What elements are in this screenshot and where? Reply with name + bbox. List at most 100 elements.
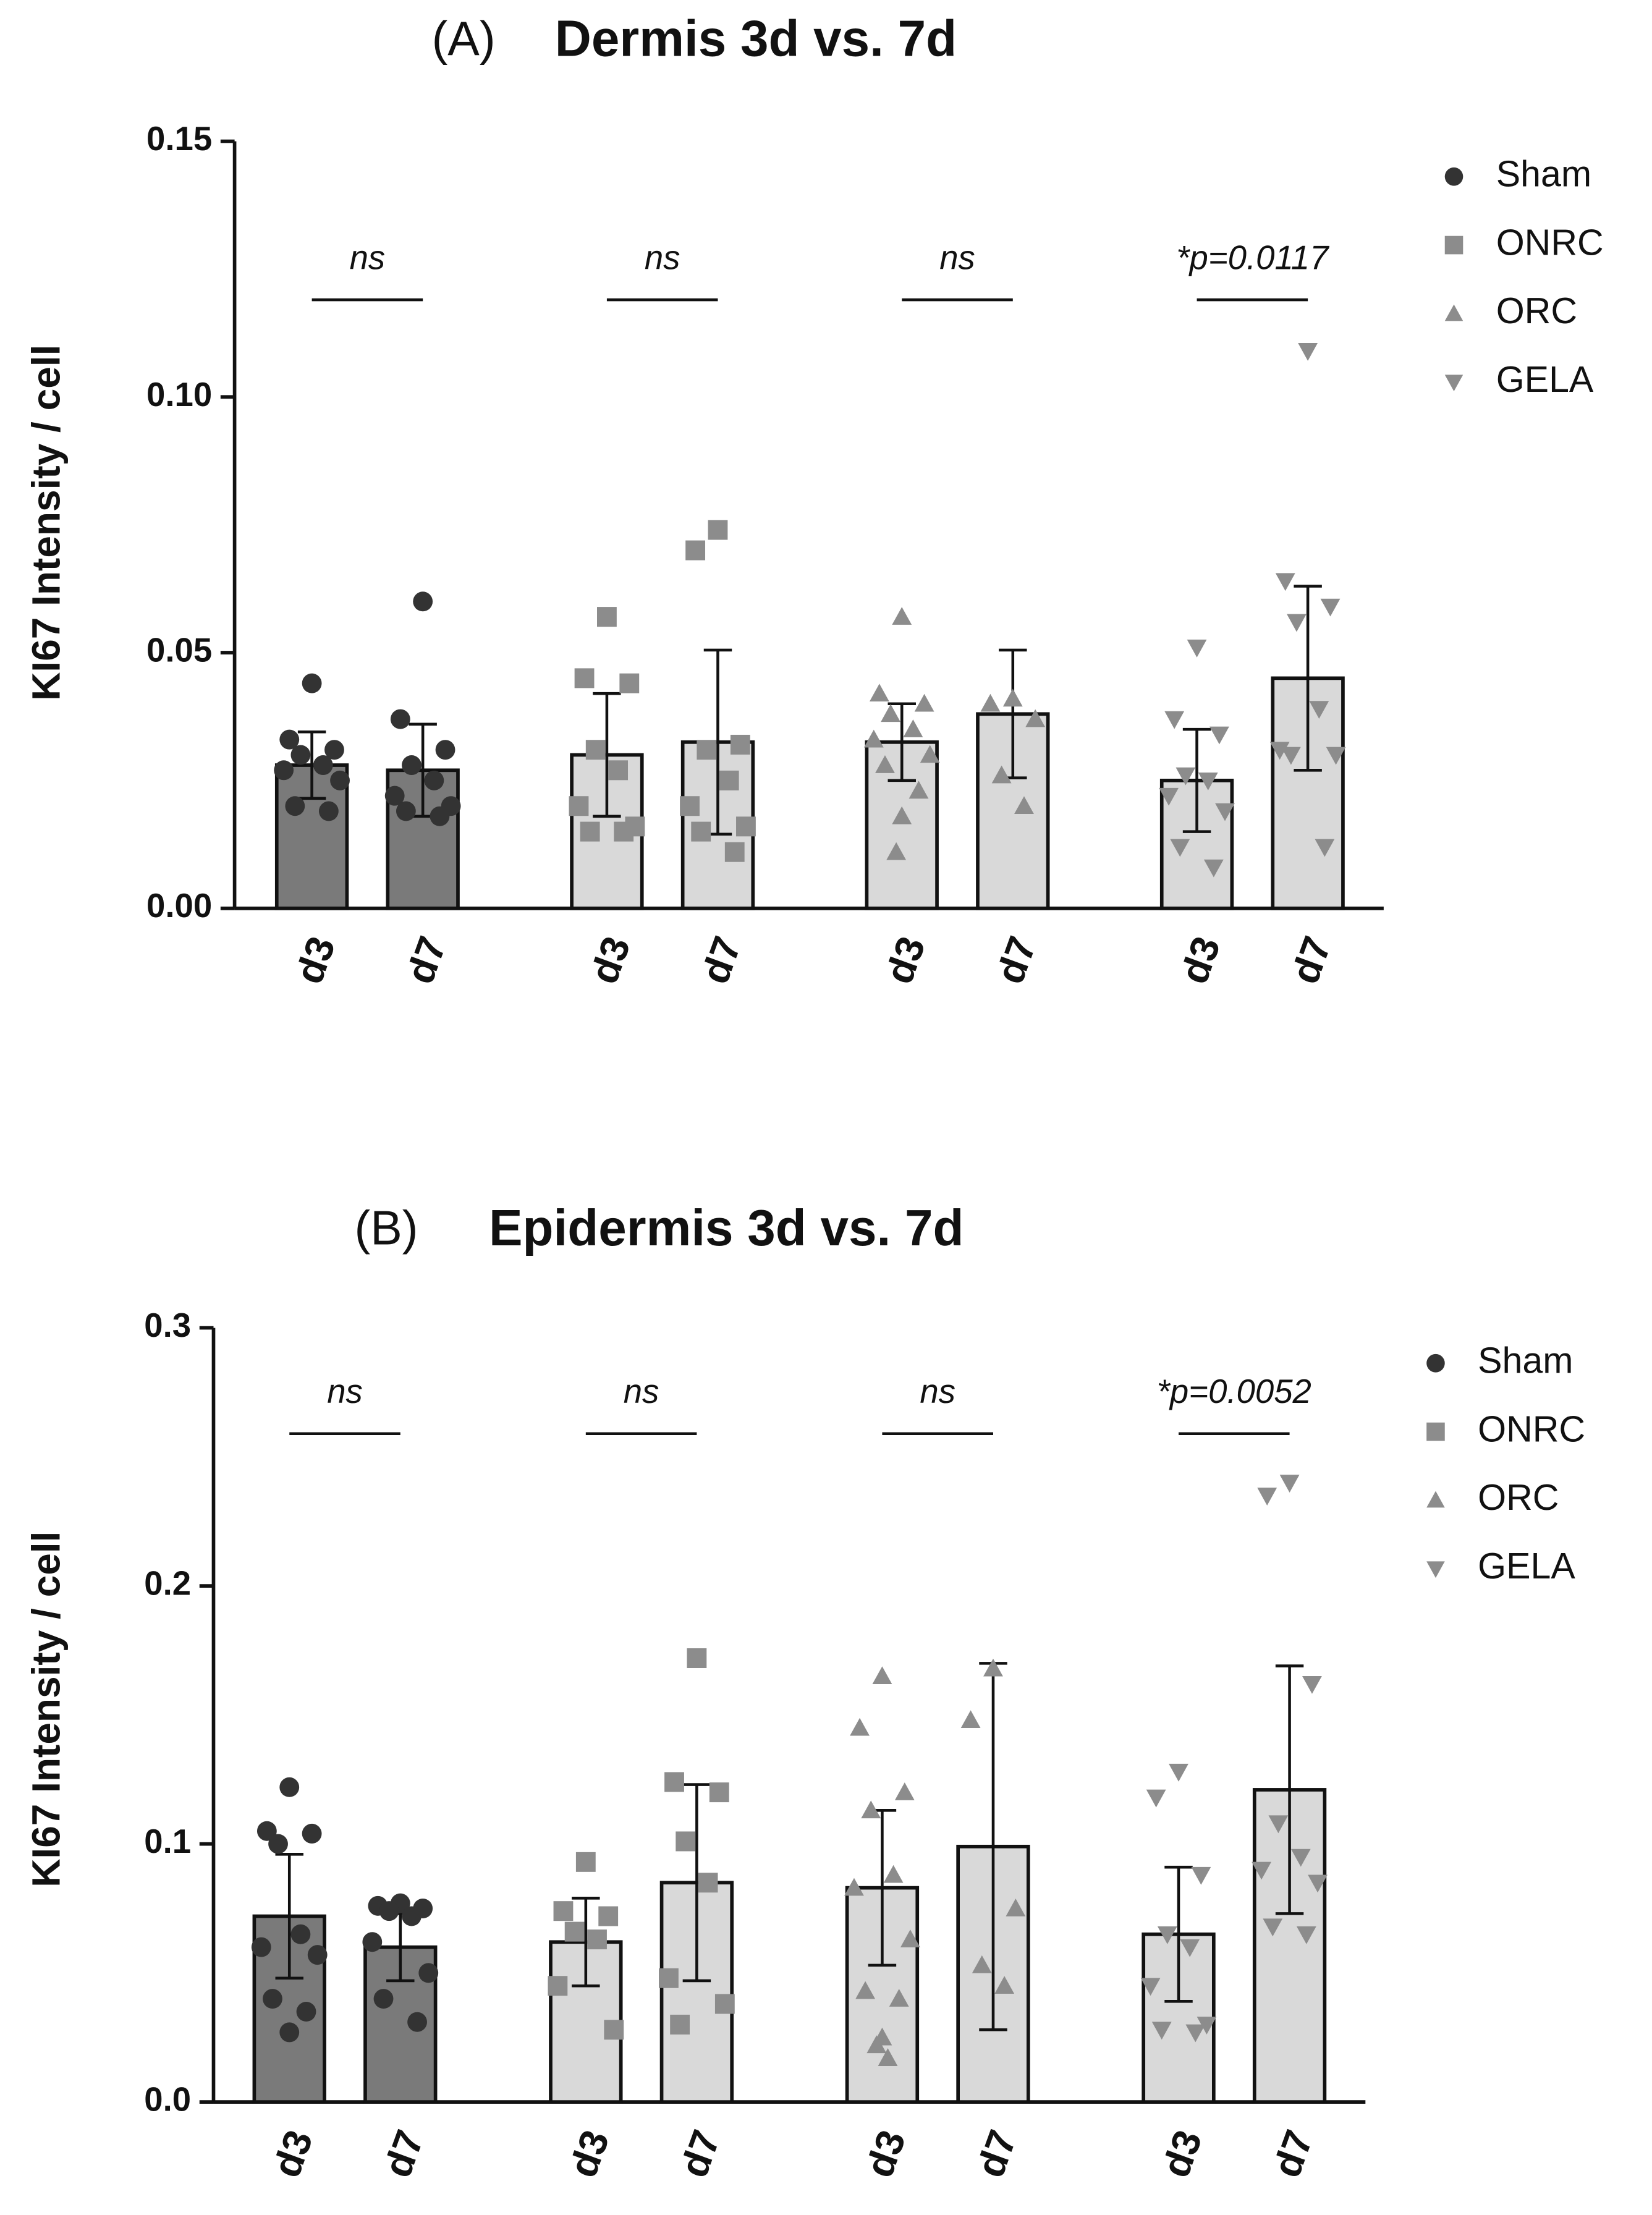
y-tick-label: 0.05 — [146, 630, 212, 669]
data-point — [390, 709, 410, 729]
data-point — [1151, 2022, 1172, 2040]
data-point — [1197, 2017, 1217, 2035]
data-point — [664, 1772, 684, 1792]
data-point — [1326, 747, 1346, 765]
significance-label: ns — [920, 1372, 955, 1410]
data-point — [991, 765, 1012, 784]
x-tick-label: d3 — [286, 931, 344, 989]
data-point — [889, 1989, 909, 2007]
data-point — [585, 740, 606, 760]
data-point — [302, 673, 322, 693]
legend-label: GELA — [1478, 1545, 1575, 1586]
legend-marker — [1444, 235, 1464, 255]
data-point — [685, 540, 706, 561]
data-point — [1215, 803, 1235, 821]
data-point — [1281, 747, 1301, 765]
data-point — [709, 1782, 729, 1803]
data-point — [909, 781, 929, 799]
data-point — [424, 770, 444, 790]
data-point — [384, 786, 405, 806]
data-point — [719, 770, 739, 790]
data-point — [268, 1834, 288, 1854]
data-point — [413, 591, 433, 612]
data-point — [435, 740, 455, 760]
data-point — [1187, 639, 1207, 658]
data-point — [878, 2048, 898, 2066]
data-point — [698, 1873, 718, 1893]
data-point — [1164, 711, 1185, 729]
data-point — [724, 842, 745, 862]
data-point — [1185, 2024, 1206, 2043]
y-tick-label: 0.15 — [146, 119, 212, 158]
data-point — [574, 668, 595, 688]
data-point — [279, 1777, 300, 1797]
x-tick-label: d3 — [1171, 931, 1229, 989]
data-point — [983, 1658, 1003, 1677]
data-point — [362, 1932, 383, 1952]
significance-label: *p=0.0052 — [1157, 1372, 1311, 1410]
data-point — [1309, 701, 1329, 719]
legend-label: GELA — [1496, 358, 1594, 400]
data-point — [875, 755, 895, 773]
data-point — [900, 1929, 920, 1947]
panel-label: (A) — [432, 12, 496, 66]
data-point — [892, 607, 912, 625]
significance-label: ns — [939, 238, 975, 276]
legend-marker — [1444, 304, 1464, 321]
data-point — [379, 1901, 399, 1921]
data-point — [330, 770, 350, 790]
data-point — [296, 2002, 316, 2022]
legend-marker — [1444, 167, 1464, 186]
data-point — [396, 801, 416, 821]
data-point — [886, 842, 907, 860]
data-point — [1157, 1926, 1177, 1944]
legend-label: Sham — [1496, 153, 1591, 194]
significance-label: ns — [624, 1372, 659, 1410]
data-point — [1308, 1874, 1328, 1893]
x-tick-label: d7 — [988, 931, 1045, 989]
data-point — [1252, 1861, 1272, 1880]
data-point — [580, 821, 600, 842]
data-point — [1315, 839, 1335, 857]
y-tick-label: 0.00 — [146, 886, 212, 925]
data-point — [313, 755, 333, 776]
data-point — [279, 2022, 300, 2043]
y-tick-label: 0.10 — [146, 375, 212, 413]
data-point — [1257, 1488, 1277, 1506]
significance-label: ns — [645, 238, 680, 276]
data-point — [730, 734, 750, 755]
data-point — [256, 1821, 277, 1841]
data-point — [290, 1924, 311, 1944]
data-point — [1175, 767, 1196, 786]
data-point — [670, 2014, 690, 2035]
data-point — [697, 740, 717, 760]
legend-marker — [1426, 1353, 1445, 1373]
data-point — [1159, 787, 1179, 806]
data-point — [1287, 614, 1307, 632]
y-axis-label: KI67 Intensity / cell — [24, 345, 69, 701]
data-point — [659, 1968, 679, 1988]
data-point — [1191, 1866, 1211, 1885]
data-point — [1209, 726, 1229, 745]
data-point — [402, 1906, 421, 1926]
x-tick-label: d3 — [876, 931, 934, 989]
data-point — [285, 796, 305, 816]
data-point — [402, 755, 421, 776]
data-point — [1146, 1789, 1166, 1808]
panel-label: (B) — [355, 1201, 418, 1255]
x-tick-label: d7 — [1282, 931, 1340, 989]
data-point — [302, 1823, 322, 1844]
data-point — [1140, 1978, 1161, 1996]
data-point — [1302, 1675, 1322, 1694]
data-point — [587, 1929, 607, 1950]
x-tick-label: d7 — [968, 2124, 1025, 2183]
y-tick-label: 0.1 — [144, 1822, 191, 1860]
data-point — [274, 760, 294, 781]
x-tick-label: d7 — [375, 2124, 433, 2183]
y-tick-label: 0.2 — [144, 1564, 191, 1602]
data-point — [553, 1901, 574, 1921]
significance-label: ns — [327, 1372, 363, 1410]
legend-label: ORC — [1496, 290, 1577, 331]
